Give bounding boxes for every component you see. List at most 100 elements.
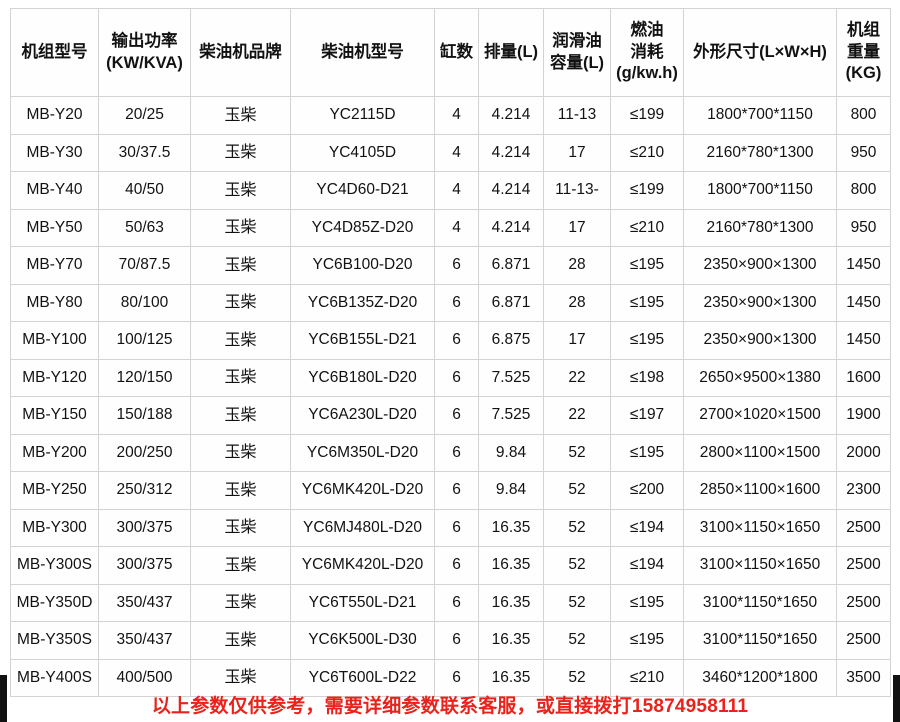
header-row: 机组型号 输出功率 (KW/KVA) 柴油机品牌 柴油机型号 缸数 排量(L) 润滑油 容量(L…: [10, 8, 891, 97]
cell-dimensions: 2350×900×1300: [683, 246, 837, 285]
cell-oil_capacity: 11-13: [543, 96, 611, 135]
cell-brand: 玉柴: [190, 433, 291, 472]
cell-fuel_consumption: ≤194: [610, 508, 684, 547]
cell-displacement: 4.214: [478, 96, 544, 135]
cell-model: MB-Y350D: [10, 583, 99, 622]
table-row: MB-Y150 150/188 玉柴 YC6A230L-D20 6 7.525 22 ≤197…: [10, 396, 891, 435]
cell-oil_capacity: 17: [543, 133, 611, 172]
cell-cylinders: 6: [434, 283, 479, 322]
cell-brand: 玉柴: [190, 546, 291, 585]
cell-oil_capacity: 52: [543, 621, 611, 660]
cell-dimensions: 3460*1200*1800: [683, 658, 837, 697]
cell-fuel_consumption: ≤210: [610, 133, 684, 172]
cell-cylinders: 4: [434, 171, 479, 210]
cell-brand: 玉柴: [190, 208, 291, 247]
cell-engine: YC6MK420L-D20: [290, 471, 435, 510]
cell-displacement: 7.525: [478, 396, 544, 435]
column-header-power: 输出功率 (KW/KVA): [98, 8, 191, 97]
cell-brand: 玉柴: [190, 583, 291, 622]
column-header-line: 消耗: [630, 42, 664, 61]
cell-model: MB-Y70: [10, 246, 99, 285]
cell-engine: YC6B135Z-D20: [290, 283, 435, 322]
cell-model: MB-Y350S: [10, 621, 99, 660]
column-header-line: 容量(L): [549, 53, 605, 72]
cell-power: 30/37.5: [98, 133, 191, 172]
table-row: MB-Y350S 350/437 玉柴 YC6K500L-D30 6 16.35 52 ≤19…: [10, 621, 891, 660]
cell-weight: 1450: [836, 246, 891, 285]
cell-brand: 玉柴: [190, 246, 291, 285]
cell-power: 350/437: [98, 621, 191, 660]
cell-displacement: 4.214: [478, 171, 544, 210]
cell-dimensions: 3100×1150×1650: [683, 546, 837, 585]
cell-fuel_consumption: ≤195: [610, 246, 684, 285]
column-header-line: (g/kw.h): [616, 64, 678, 83]
cell-model: MB-Y120: [10, 358, 99, 397]
cell-fuel_consumption: ≤210: [610, 658, 684, 697]
cell-cylinders: 6: [434, 433, 479, 472]
cell-power: 40/50: [98, 171, 191, 210]
table-row: MB-Y20 20/25 玉柴 YC2115D 4 4.214 11-13 ≤199 1800*…: [10, 96, 891, 135]
cell-dimensions: 2850×1100×1600: [683, 471, 837, 510]
cell-cylinders: 6: [434, 546, 479, 585]
cell-engine: YC6B100-D20: [290, 246, 435, 285]
cell-power: 300/375: [98, 546, 191, 585]
cell-cylinders: 4: [434, 133, 479, 172]
column-header-line: 重量: [847, 42, 880, 61]
cell-weight: 800: [836, 171, 891, 210]
cell-engine: YC6MK420L-D20: [290, 546, 435, 585]
cell-cylinders: 4: [434, 96, 479, 135]
cell-weight: 800: [836, 96, 891, 135]
cell-model: MB-Y300S: [10, 546, 99, 585]
cell-power: 20/25: [98, 96, 191, 135]
column-header-model: 机组型号: [10, 8, 99, 97]
column-header-line: 机组型号: [21, 42, 88, 61]
cell-displacement: 6.875: [478, 321, 544, 360]
cell-oil_capacity: 52: [543, 433, 611, 472]
cell-engine: YC2115D: [290, 96, 435, 135]
cell-dimensions: 1800*700*1150: [683, 171, 837, 210]
column-header-cylinders: 缸数: [434, 8, 479, 97]
cell-engine: YC6T600L-D22: [290, 658, 435, 697]
cell-displacement: 16.35: [478, 508, 544, 547]
table-row: MB-Y100 100/125 玉柴 YC6B155L-D21 6 6.875 17 ≤195…: [10, 321, 891, 360]
cell-engine: YC4105D: [290, 133, 435, 172]
cell-oil_capacity: 17: [543, 208, 611, 247]
cell-cylinders: 6: [434, 508, 479, 547]
table-row: MB-Y50 50/63 玉柴 YC4D85Z-D20 4 4.214 17 ≤210 2160…: [10, 208, 891, 247]
cell-fuel_consumption: ≤199: [610, 171, 684, 210]
cell-oil_capacity: 52: [543, 658, 611, 697]
cell-cylinders: 6: [434, 358, 479, 397]
table-row: MB-Y120 120/150 玉柴 YC6B180L-D20 6 7.525 22 ≤198…: [10, 358, 891, 397]
cell-engine: YC4D60-D21: [290, 171, 435, 210]
column-header-line: 燃油: [630, 20, 664, 39]
table-row: MB-Y40 40/50 玉柴 YC4D60-D21 4 4.214 11-13- ≤199 1…: [10, 171, 891, 210]
cell-dimensions: 1800*700*1150: [683, 96, 837, 135]
right-edge-bar: [893, 675, 900, 722]
cell-dimensions: 3100*1150*1650: [683, 583, 837, 622]
cell-weight: 3500: [836, 658, 891, 697]
cell-dimensions: 2160*780*1300: [683, 133, 837, 172]
cell-dimensions: 2700×1020×1500: [683, 396, 837, 435]
cell-model: MB-Y30: [10, 133, 99, 172]
generator-spec-table: 机组型号 输出功率 (KW/KVA) 柴油机品牌 柴油机型号 缸数 排量(L) 润滑油 容量(L…: [10, 8, 891, 697]
cell-engine: YC6T550L-D21: [290, 583, 435, 622]
cell-brand: 玉柴: [190, 96, 291, 135]
cell-weight: 950: [836, 208, 891, 247]
cell-cylinders: 6: [434, 621, 479, 660]
cell-cylinders: 6: [434, 583, 479, 622]
cell-fuel_consumption: ≤210: [610, 208, 684, 247]
cell-displacement: 16.35: [478, 621, 544, 660]
cell-fuel_consumption: ≤195: [610, 583, 684, 622]
cell-oil_capacity: 52: [543, 508, 611, 547]
cell-weight: 1900: [836, 396, 891, 435]
cell-weight: 950: [836, 133, 891, 172]
cell-power: 400/500: [98, 658, 191, 697]
footer-disclaimer: 以上参数仅供参考，需要详细参数联系客服，或直接拨打15874958111: [151, 696, 749, 717]
cell-weight: 2500: [836, 508, 891, 547]
cell-displacement: 9.84: [478, 433, 544, 472]
column-header-line: 输出功率: [111, 31, 178, 50]
column-header-line: 柴油机型号: [321, 42, 404, 61]
cell-displacement: 16.35: [478, 583, 544, 622]
cell-engine: YC6B180L-D20: [290, 358, 435, 397]
cell-model: MB-Y250: [10, 471, 99, 510]
